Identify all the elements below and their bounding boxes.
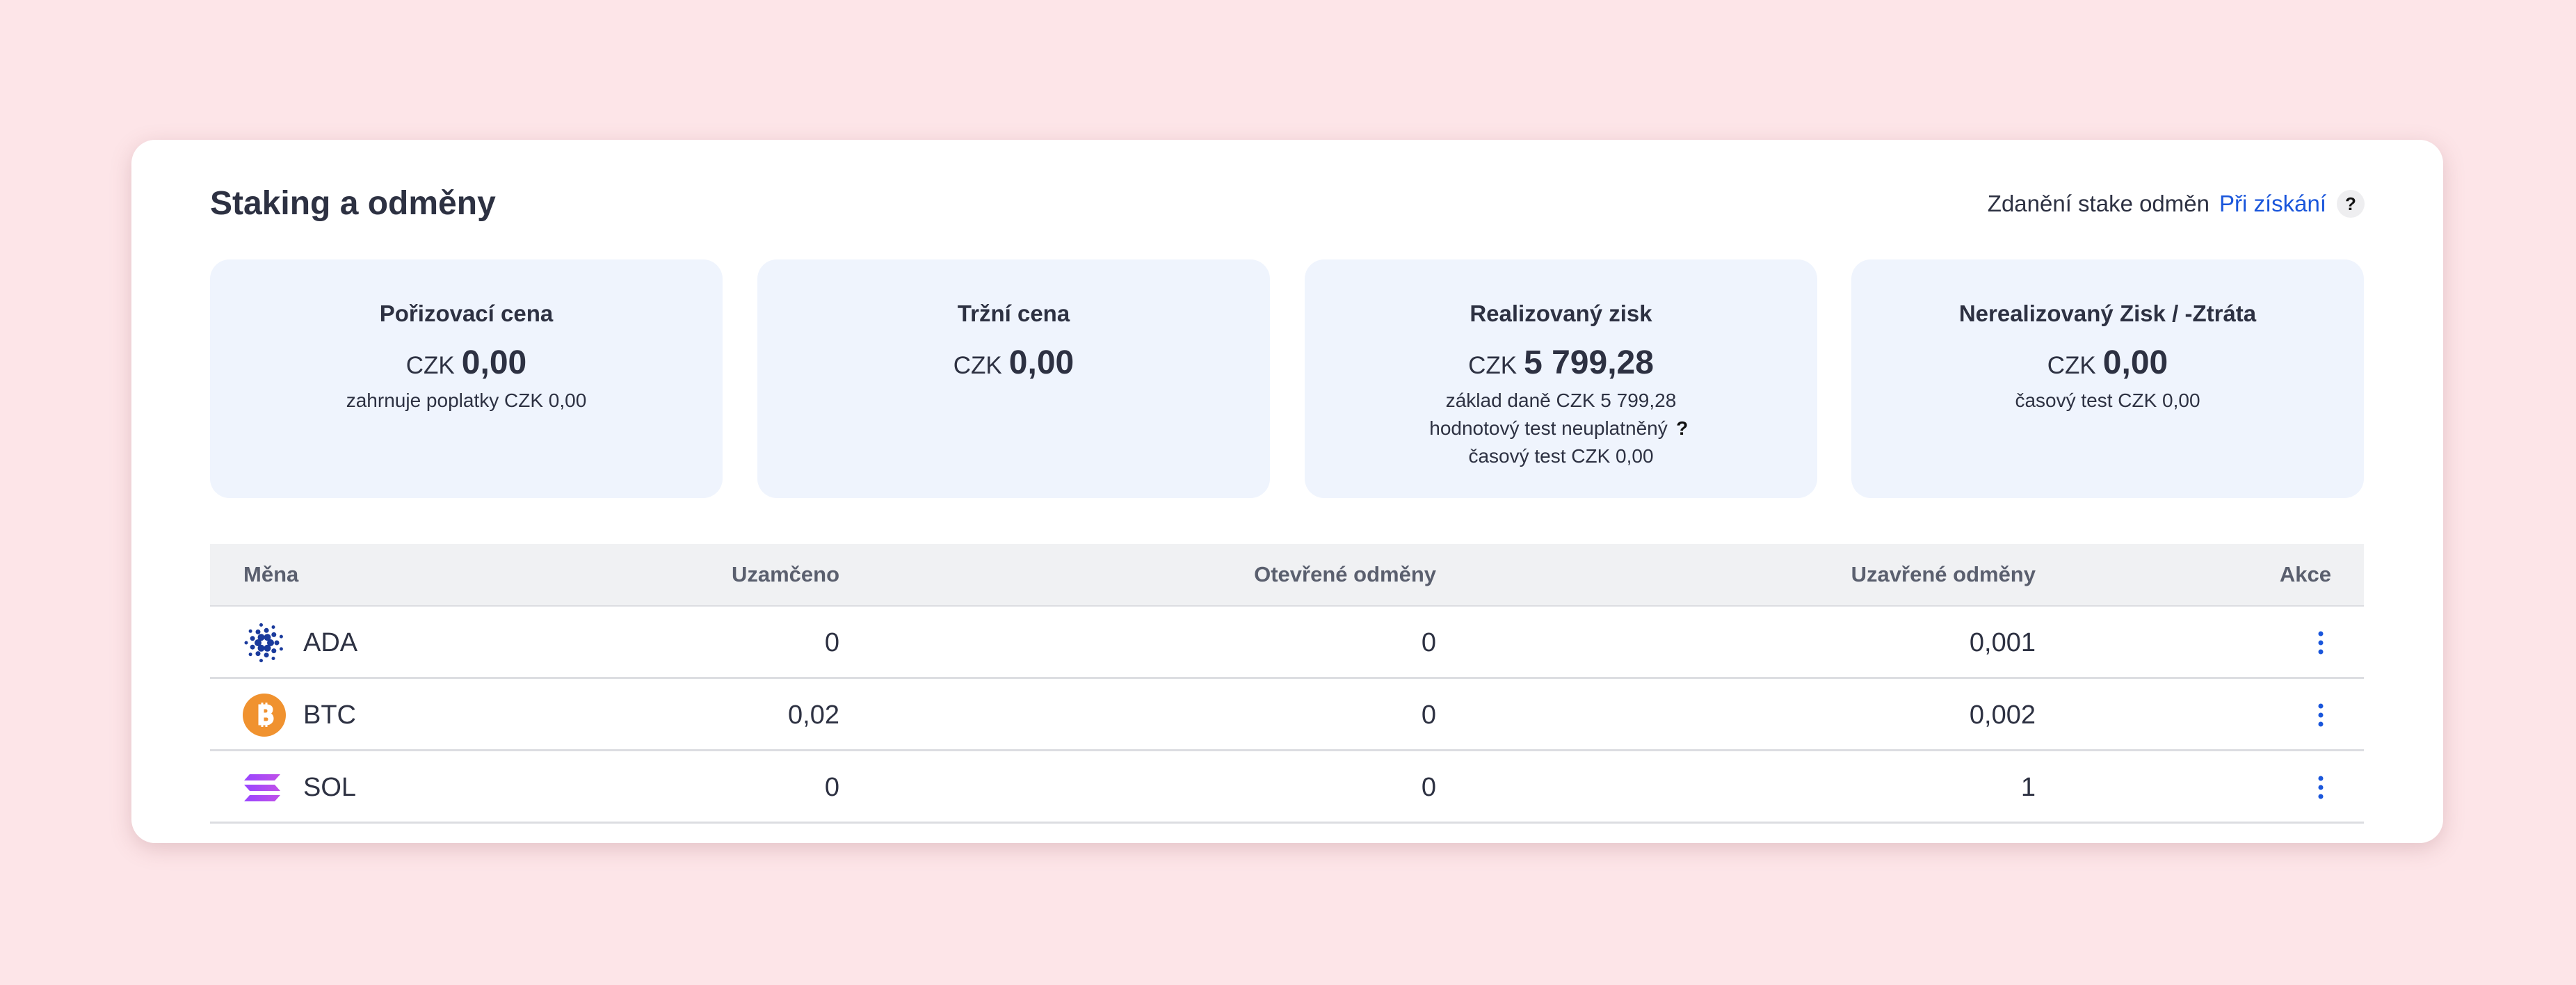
table-row: BTC 0,02 0 0,002 (210, 679, 2364, 751)
card-title: Realizovaný zisk (1470, 301, 1652, 326)
card-value: CZK 0,00 (210, 342, 723, 387)
title: Staking a odměny (210, 185, 496, 222)
amount: 0,00 (2102, 344, 2168, 381)
currency-name: ADA (303, 628, 358, 657)
currency-name: BTC (303, 700, 356, 730)
table-row: SOL 0 0 1 (210, 751, 2364, 824)
currency: CZK (2047, 352, 2096, 379)
note-text: hodnotový test neuplatněný (1429, 417, 1668, 439)
card-title: Tržní cena (957, 301, 1070, 326)
currency-icon (243, 766, 286, 809)
column-header: Otevřené odměny (1254, 562, 1436, 586)
currency-name: SOL (303, 773, 357, 802)
summary-card: Nerealizovaný Zisk / -Ztráta CZK 0,00 časov… (1851, 259, 2364, 498)
currency-icon (243, 694, 286, 737)
card-note: časový test CZK 0,00 (1851, 387, 2364, 415)
column-header: Akce (2279, 562, 2331, 586)
amount: 0,00 (461, 344, 527, 381)
help-icon[interactable]: ? (2337, 190, 2365, 218)
card-note: zahrnuje poplatky CZK 0,00 (210, 387, 723, 415)
card-note: časový test CZK 0,00 (1305, 442, 1817, 470)
table-header: Měna Uzamčeno Otevřené odměny Uzavřené odmě… (210, 544, 2364, 607)
summary-card: Pořizovací cena CZK 0,00 zahrnuje poplatky … (210, 259, 723, 498)
tax-label: Zdanění stake odměn (1987, 191, 2209, 216)
cell-value: 0,001 (1969, 628, 2036, 657)
help-icon[interactable]: ? (1676, 417, 1689, 439)
card-value: CZK 0,00 (757, 342, 1270, 387)
row-menu[interactable] (2314, 629, 2328, 657)
currency: CZK (953, 352, 1002, 379)
column-header: Uzamčeno (731, 562, 839, 586)
cell-value: 0 (1421, 628, 1436, 657)
amount: 5 799,28 (1524, 344, 1654, 381)
note-text: základ daně CZK 5 799,28 (1445, 390, 1677, 411)
currency: CZK (405, 352, 455, 379)
card-title: Nerealizovaný Zisk / -Ztráta (1958, 301, 2257, 326)
cell-value: 0,02 (788, 700, 839, 730)
table-row: ADA 0 0 0,001 (210, 607, 2364, 679)
note-text: zahrnuje poplatky CZK 0,00 (346, 390, 587, 411)
note-text: časový test CZK 0,00 (2015, 390, 2200, 411)
card-value: CZK 0,00 (1851, 342, 2364, 387)
summary-card: Tržní cena CZK 0,00 (757, 259, 1270, 498)
cell-value: 1 (2020, 773, 2036, 802)
cell-value: 0 (824, 773, 839, 802)
cell-value: 0 (824, 628, 839, 657)
currency-icon (243, 621, 286, 664)
row-menu[interactable] (2314, 774, 2328, 801)
cell-value: 0,002 (1969, 700, 2036, 730)
card-title: Pořizovací cena (379, 301, 554, 326)
note-text: časový test CZK 0,00 (1468, 445, 1654, 467)
column-header: Uzavřené odměny (1851, 562, 2036, 586)
card-note: základ daně CZK 5 799,28 (1305, 387, 1817, 415)
tax-value[interactable]: Při získání (2219, 191, 2326, 216)
row-menu[interactable] (2314, 701, 2328, 729)
currency: CZK (1468, 352, 1518, 379)
cell-value: 0 (1421, 773, 1436, 802)
amount: 0,00 (1008, 344, 1074, 381)
cell-value: 0 (1421, 700, 1436, 730)
column-header: Měna (243, 562, 299, 586)
card-value: CZK 5 799,28 (1305, 342, 1817, 387)
card-note: hodnotový test neuplatněný? (1305, 415, 1817, 442)
summary-card: Realizovaný zisk CZK 5 799,28 základ daně C… (1305, 259, 1817, 498)
